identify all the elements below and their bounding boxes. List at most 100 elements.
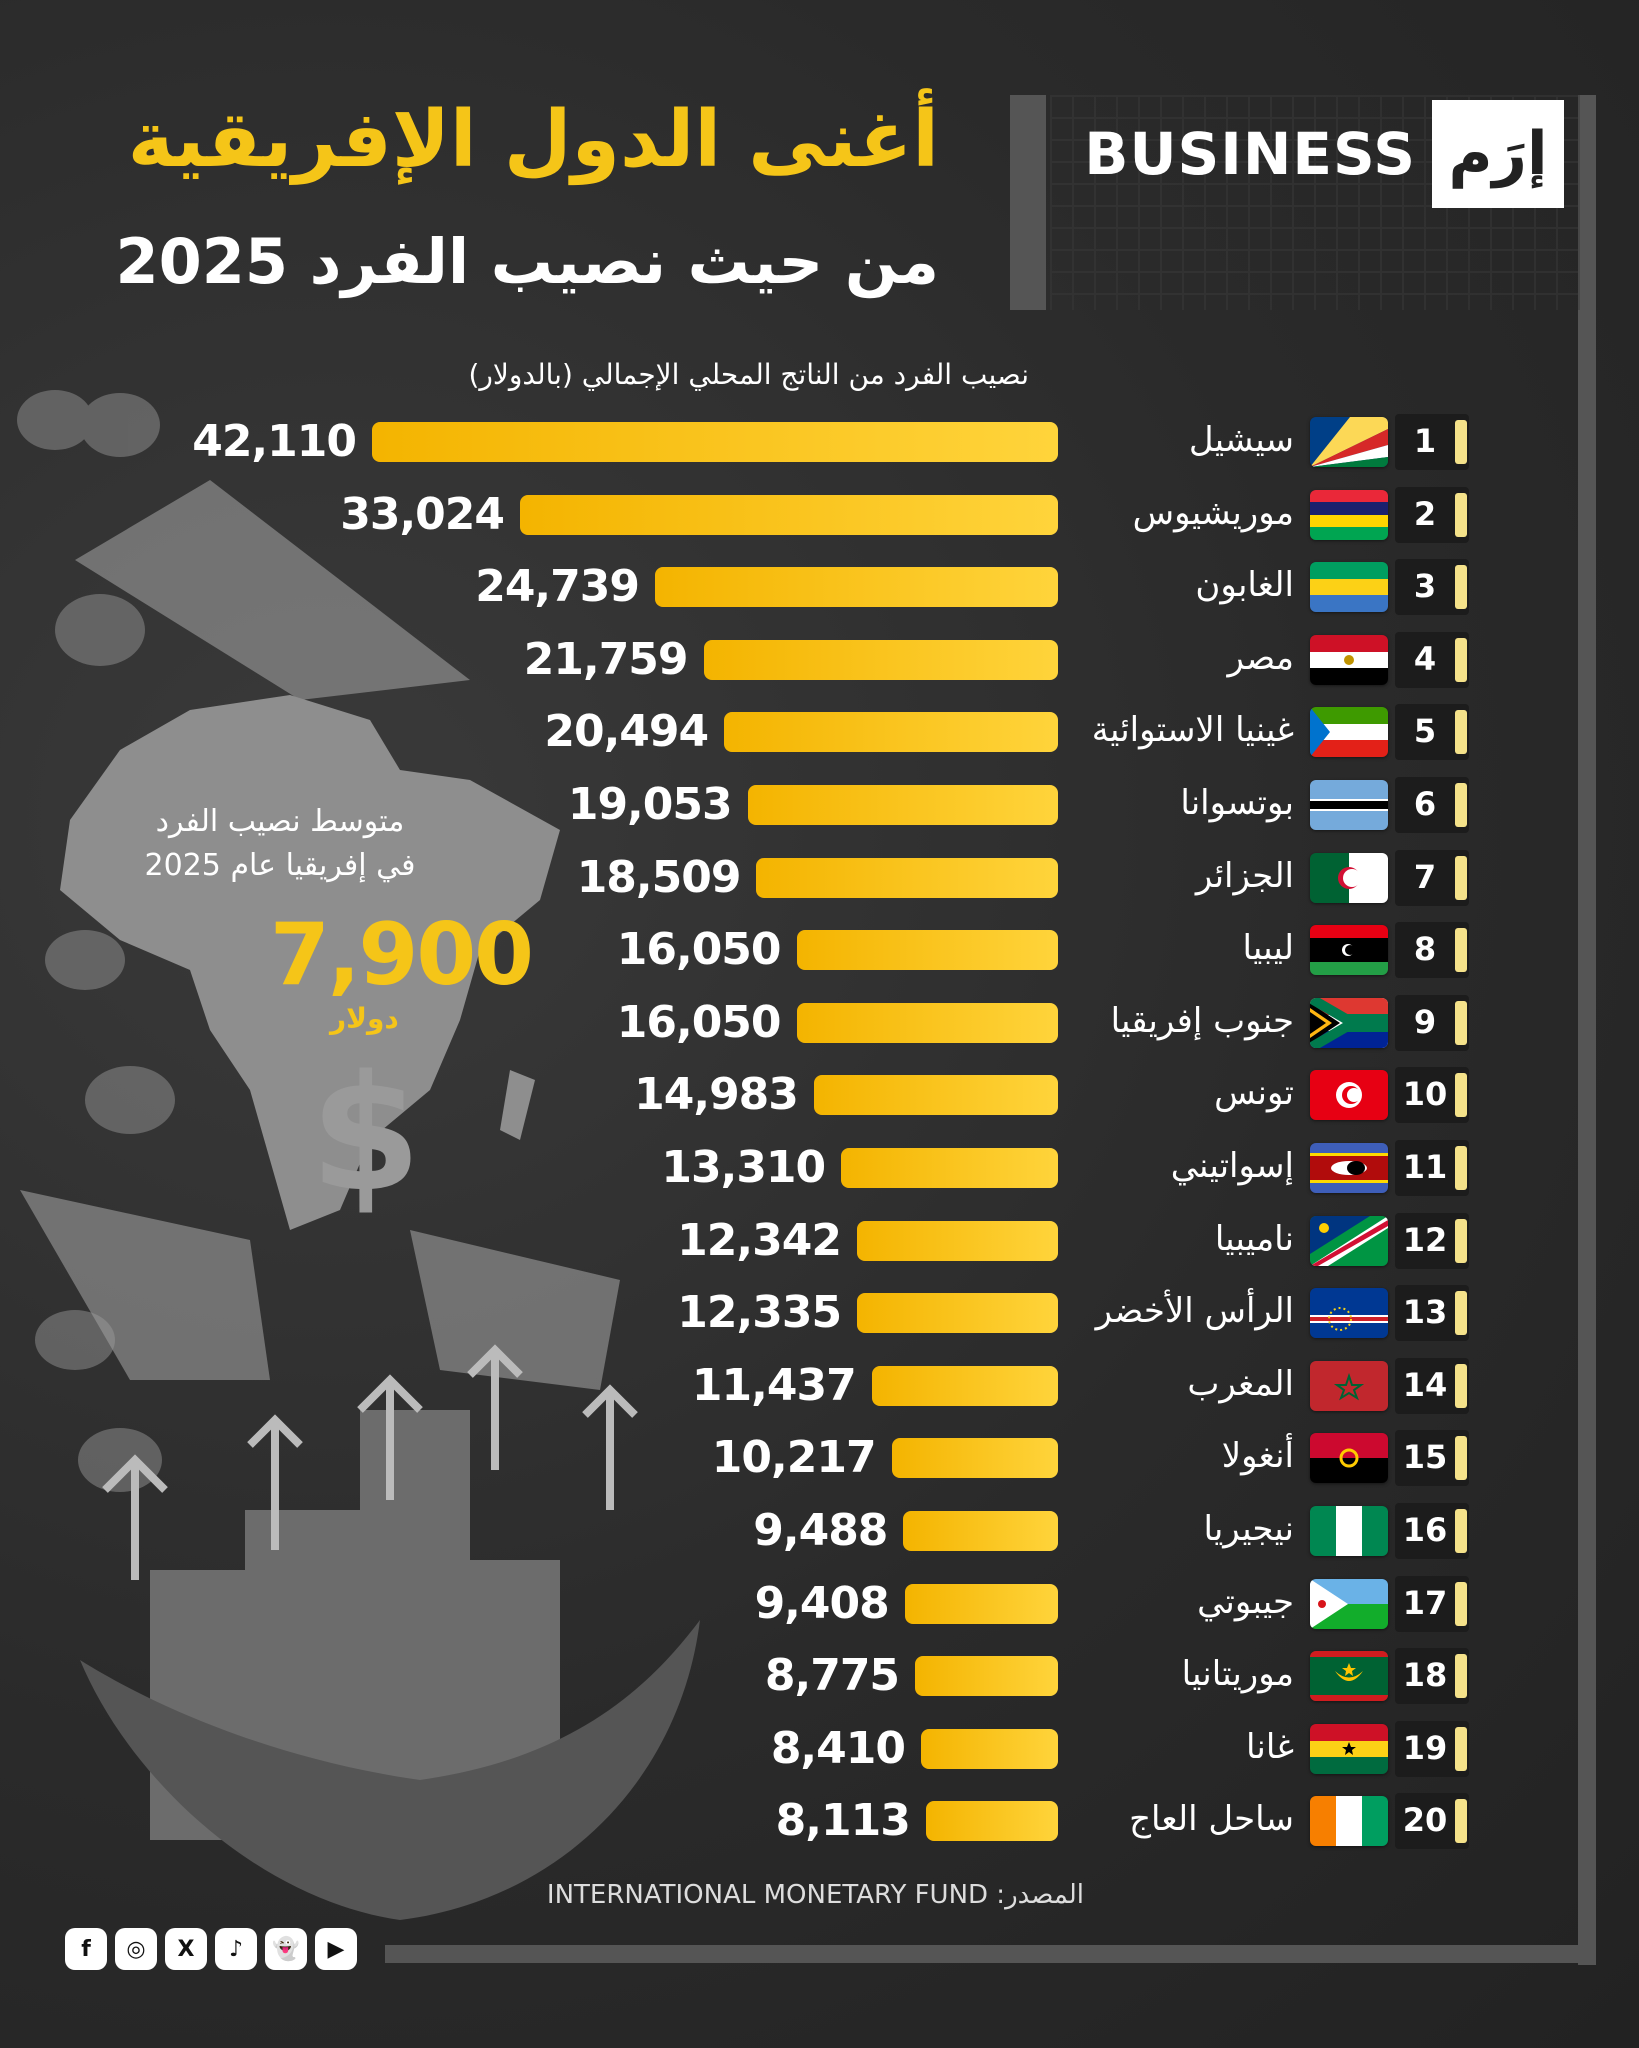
data-label: 24,739 (475, 561, 640, 613)
money-illustration (17, 390, 700, 1920)
cape-verde-flag-icon (1310, 1288, 1388, 1339)
rank-number: 10 (1402, 1075, 1448, 1114)
nigeria-flag-icon (1310, 1506, 1388, 1556)
rank-tab (1455, 1436, 1467, 1481)
chart-row: 9,408 جيبوتي 17 (0, 1575, 1639, 1632)
chart-row: 24,739 الغابون 3 (0, 559, 1639, 616)
bar (796, 930, 1058, 971)
rank-tab (1455, 637, 1467, 682)
rank-tab (1455, 1581, 1467, 1626)
average-value: 7,900 (270, 905, 534, 1005)
country-name: غينيا الاستوائية (1091, 710, 1294, 751)
data-label: 10,217 (711, 1432, 877, 1484)
rank-number: 14 (1402, 1365, 1448, 1404)
data-label: 8,775 (764, 1650, 900, 1702)
rank-tab (1455, 855, 1467, 900)
rank-tab (1455, 1799, 1467, 1844)
data-label: 11,437 (691, 1359, 857, 1411)
country-name: أنغولا (1221, 1436, 1294, 1477)
data-label: 14,983 (634, 1069, 799, 1121)
rank-number: 18 (1402, 1656, 1448, 1695)
rank-tab (1455, 420, 1467, 464)
seychelles-flag-icon (1310, 417, 1388, 467)
country-name: سيشيل (1188, 420, 1294, 460)
x-icon[interactable]: X (165, 1928, 207, 1970)
south-africa-flag-icon (1310, 997, 1388, 1048)
mauritius-flag-icon (1310, 489, 1388, 540)
bar (372, 422, 1058, 462)
snapchat-icon[interactable]: 👻 (265, 1928, 307, 1970)
bar (903, 1511, 1058, 1551)
chart-row: 9,488 نيجيريا 16 (0, 1503, 1639, 1559)
frame-right-line (1578, 95, 1596, 1965)
algeria-flag-icon (1310, 852, 1388, 903)
bar (891, 1438, 1058, 1479)
rank-number: 6 (1413, 785, 1437, 823)
rank-tab (1455, 928, 1467, 973)
eswatini-flag-icon (1310, 1143, 1388, 1193)
rank-number: 5 (1413, 712, 1437, 751)
rank-tab (1455, 783, 1467, 827)
instagram-icon[interactable]: ◎ (115, 1928, 157, 1970)
rank-tab (1455, 1363, 1467, 1408)
rank-number: 2 (1413, 494, 1437, 533)
country-name: غانا (1246, 1726, 1294, 1767)
tunisia-flag-icon (1310, 1070, 1388, 1121)
africa-map (60, 695, 560, 1230)
chart-row: 19,053 بوتسوانا 6 (0, 777, 1639, 833)
country-name: جنوب إفريقيا (1110, 1000, 1294, 1041)
data-label: 12,342 (677, 1214, 842, 1266)
bar (654, 567, 1058, 608)
dollar-icon: $ (310, 1040, 422, 1227)
country-name: موريشيوس (1132, 492, 1294, 533)
rank-tab (1455, 1726, 1467, 1771)
egypt-flag-icon (1310, 634, 1388, 685)
country-name: نيجيريا (1203, 1509, 1294, 1549)
data-label: 21,759 (523, 633, 689, 685)
botswana-flag-icon (1310, 780, 1388, 830)
rank-tab (1455, 1000, 1467, 1045)
page-title: أغنى الدول الإفريقية (127, 95, 939, 185)
youtube-icon[interactable]: ▶ (315, 1928, 357, 1970)
rank-number: 13 (1402, 1293, 1448, 1332)
country-name: المغرب (1187, 1363, 1294, 1404)
average-label-line2: في إفريقيا عام 2025 (144, 848, 416, 883)
bar (703, 639, 1058, 680)
country-name: بوتسوانا (1180, 783, 1294, 823)
rank-tab (1455, 1509, 1467, 1553)
bar (925, 1801, 1058, 1842)
bar (756, 857, 1058, 898)
chart-row: 16,050 ليبيا 8 (0, 922, 1639, 979)
rank-number: 19 (1402, 1728, 1448, 1767)
angola-flag-icon (1310, 1433, 1388, 1484)
rank-number: 15 (1402, 1438, 1448, 1477)
chart-row: 11,437 المغرب 14 (0, 1357, 1639, 1414)
rank-number: 7 (1413, 857, 1437, 896)
country-name: الرأس الأخضر (1095, 1291, 1294, 1332)
rank-tab (1455, 1654, 1467, 1699)
data-label: 18,509 (576, 851, 742, 903)
average-label: متوسط نصيب الفرد في إفريقيا عام 2025 (110, 800, 450, 888)
rank-tab (1455, 1291, 1467, 1336)
brand-logo: إرَم (1432, 100, 1564, 208)
libya-flag-icon (1310, 925, 1388, 976)
chart-row: 16,050 جنوب إفريقيا 9 (0, 994, 1639, 1051)
chart-row: 21,759 مصر 4 (0, 631, 1639, 688)
facebook-icon[interactable]: f (65, 1928, 107, 1970)
rank-tab (1455, 565, 1467, 610)
rank-tab (1455, 1218, 1467, 1263)
country-name: موريتانيا (1181, 1654, 1294, 1695)
chart-row: 12,342 ناميبيا 12 (0, 1212, 1639, 1269)
bar (915, 1656, 1058, 1697)
bar (813, 1075, 1058, 1116)
rank-number: 8 (1413, 930, 1437, 969)
rank-number: 3 (1413, 567, 1437, 606)
chart-row: 33,024 موريشيوس 2 (0, 486, 1639, 543)
tiktok-icon[interactable]: ♪ (215, 1928, 257, 1970)
country-name: جيبوتي (1197, 1581, 1294, 1622)
chart-row: 10,217 أنغولا 15 (0, 1430, 1639, 1487)
data-label: 19,053 (567, 779, 733, 830)
chart-row: 42,110 سيشيل 1 (0, 414, 1639, 470)
chart-row: 12,335 الرأس الأخضر 13 (0, 1285, 1639, 1342)
bar (520, 494, 1058, 535)
